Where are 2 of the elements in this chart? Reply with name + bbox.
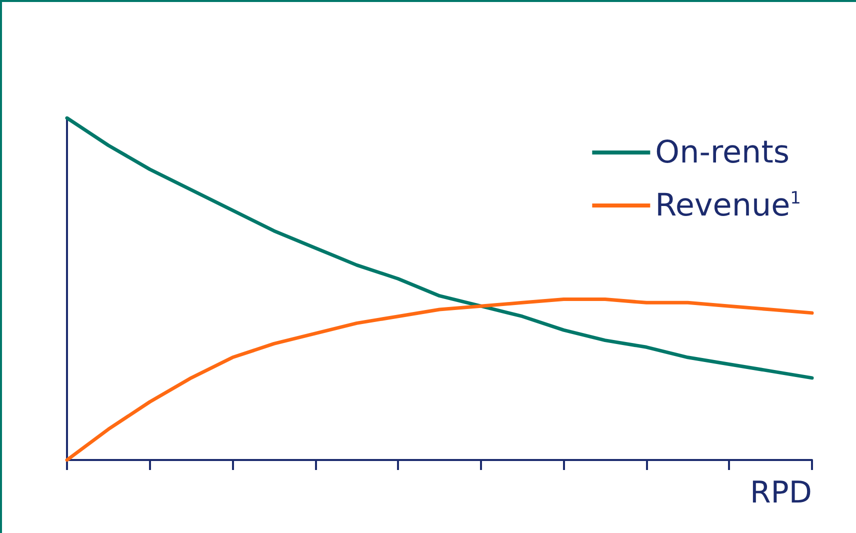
x-axis-title: RPD [750, 476, 812, 510]
legend-label: On-rents [655, 134, 790, 170]
